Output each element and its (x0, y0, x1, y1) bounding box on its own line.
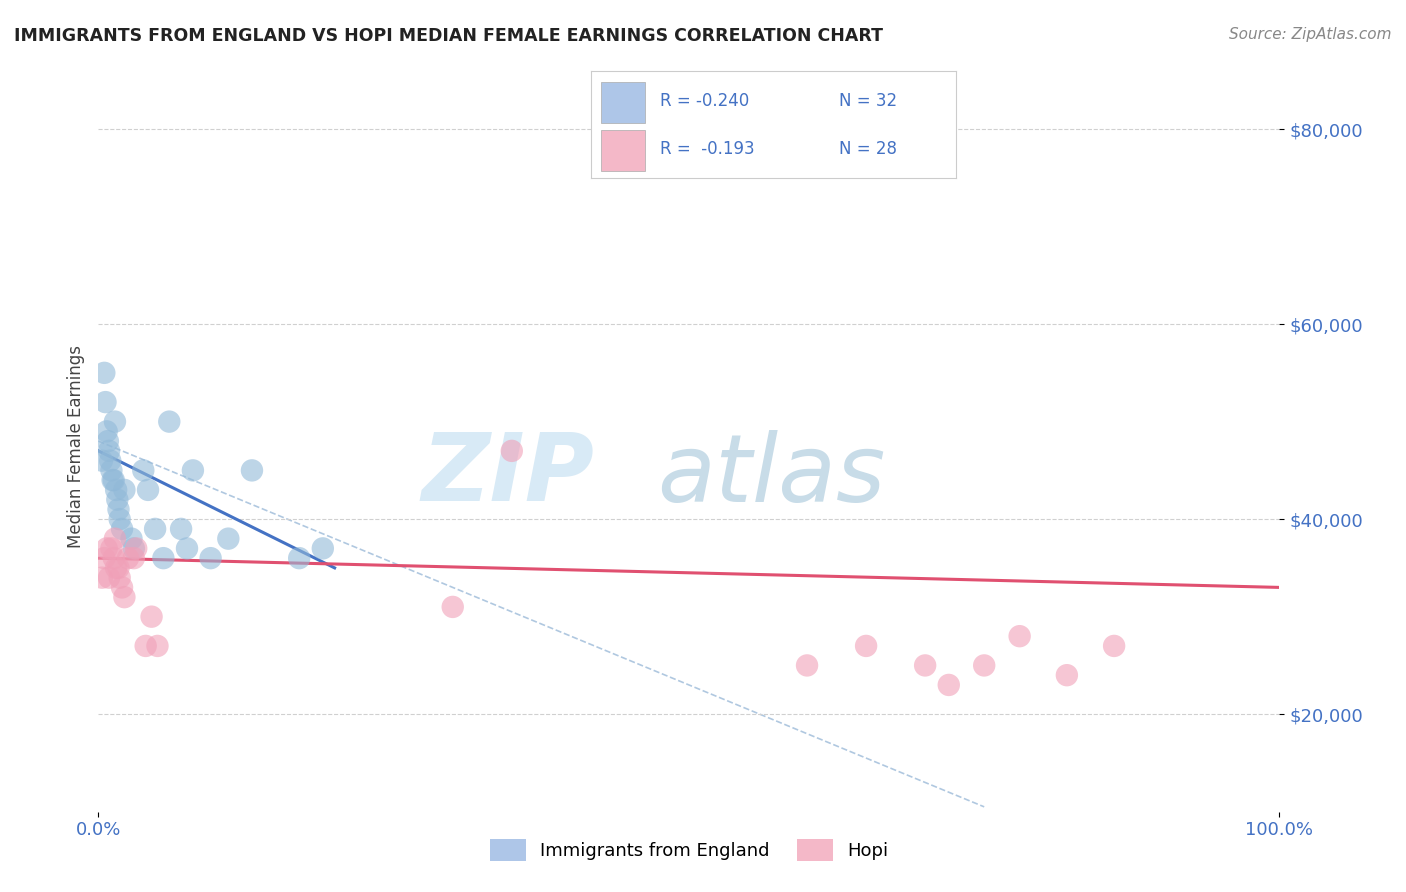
Point (121, 532, 143, 546)
Point (112, 483, 135, 497)
Point (1056, 668, 1078, 682)
Point (93, 366, 115, 380)
Point (91, 571, 114, 585)
Point (914, 658, 936, 673)
Point (501, 443, 523, 458)
Point (288, 551, 311, 566)
Point (98, 453, 121, 467)
Point (312, 541, 335, 556)
Point (105, 492, 128, 507)
Point (152, 551, 174, 566)
Text: N = 28: N = 28 (839, 141, 897, 159)
Point (146, 639, 169, 653)
Text: ZIP: ZIP (422, 429, 595, 521)
Point (96, 541, 118, 556)
Point (96, 425, 118, 439)
Point (101, 473, 124, 487)
Point (108, 512, 131, 526)
Point (111, 581, 134, 595)
Point (94, 395, 117, 409)
Text: Source: ZipAtlas.com: Source: ZipAtlas.com (1229, 27, 1392, 42)
Point (91, 453, 114, 467)
Point (240, 463, 263, 477)
Text: R = -0.240: R = -0.240 (659, 93, 749, 111)
Point (200, 551, 222, 566)
Text: R =  -0.193: R = -0.193 (659, 141, 755, 159)
Point (117, 551, 139, 566)
Point (176, 541, 198, 556)
Text: atlas: atlas (658, 430, 886, 521)
Point (122, 541, 145, 556)
Y-axis label: Median Female Earnings: Median Female Earnings (66, 344, 84, 548)
Point (973, 658, 995, 673)
Text: IMMIGRANTS FROM ENGLAND VS HOPI MEDIAN FEMALE EARNINGS CORRELATION CHART: IMMIGRANTS FROM ENGLAND VS HOPI MEDIAN F… (14, 27, 883, 45)
Point (136, 483, 159, 497)
Point (1102, 639, 1125, 653)
Point (97, 434, 120, 449)
Point (98, 443, 121, 458)
Text: N = 32: N = 32 (839, 93, 897, 111)
Point (112, 590, 135, 604)
Point (104, 532, 127, 546)
Point (135, 639, 157, 653)
FancyBboxPatch shape (602, 130, 645, 171)
Point (93, 551, 115, 566)
Point (441, 599, 464, 614)
Point (108, 571, 131, 585)
Point (157, 415, 180, 429)
Point (103, 551, 125, 566)
Point (143, 522, 166, 536)
Point (170, 522, 193, 536)
Point (181, 463, 204, 477)
Point (122, 551, 145, 566)
Point (107, 561, 129, 575)
Point (98, 571, 121, 585)
Point (107, 502, 129, 516)
Point (125, 541, 148, 556)
FancyBboxPatch shape (602, 82, 645, 123)
Legend: Immigrants from England, Hopi: Immigrants from England, Hopi (482, 832, 896, 869)
Point (103, 473, 125, 487)
Point (132, 463, 155, 477)
Point (100, 541, 122, 556)
Point (100, 463, 122, 477)
Point (141, 609, 163, 624)
Point (855, 639, 877, 653)
Point (1008, 629, 1031, 643)
Point (105, 561, 128, 575)
Point (104, 415, 127, 429)
Point (111, 522, 134, 536)
Point (105, 483, 128, 497)
Point (938, 678, 960, 692)
Point (796, 658, 818, 673)
Point (217, 532, 239, 546)
